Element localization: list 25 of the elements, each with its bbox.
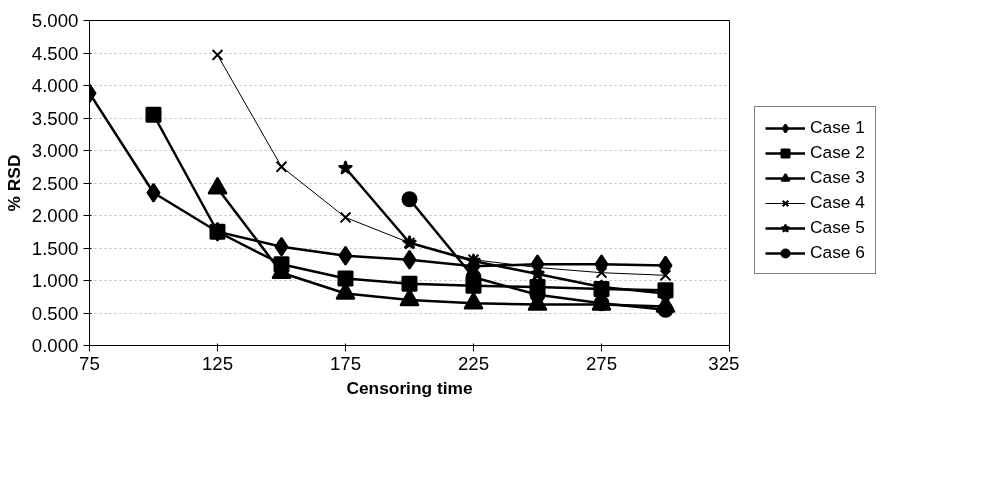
y-tick-label: 0.500 bbox=[31, 302, 79, 324]
x-tick-label: 125 bbox=[201, 352, 234, 374]
y-tick-label: 4.500 bbox=[31, 42, 79, 64]
x-axis-title: Censoring time bbox=[346, 377, 473, 398]
x-tick-label: 325 bbox=[708, 352, 740, 374]
y-tick-label: 1.000 bbox=[31, 270, 79, 291]
legend-label: Case 4 bbox=[810, 192, 865, 213]
x-tick-label: 75 bbox=[79, 352, 100, 374]
y-tick-label: 3.000 bbox=[31, 140, 79, 161]
legend-label: Case 1 bbox=[810, 117, 865, 138]
y-tick-label: 2.500 bbox=[31, 172, 79, 194]
x-tick-label: 175 bbox=[329, 352, 362, 374]
y-tick-label: 4.000 bbox=[31, 75, 79, 96]
y-tick-label: 1.500 bbox=[31, 237, 79, 259]
legend-label: Case 2 bbox=[810, 142, 865, 163]
legend-label: Case 3 bbox=[810, 167, 865, 188]
y-tick-label: 3.500 bbox=[31, 107, 79, 129]
y-tick-label: 2.000 bbox=[31, 205, 79, 226]
x-tick-label: 275 bbox=[585, 352, 618, 374]
y-tick-label: 0.000 bbox=[31, 335, 79, 356]
legend-label: Case 6 bbox=[810, 242, 865, 263]
y-tick-label: 5.000 bbox=[31, 10, 79, 31]
legend-label: Case 5 bbox=[810, 217, 865, 238]
y-axis-title: % RSD bbox=[3, 154, 24, 212]
x-tick-label: 225 bbox=[457, 352, 490, 374]
